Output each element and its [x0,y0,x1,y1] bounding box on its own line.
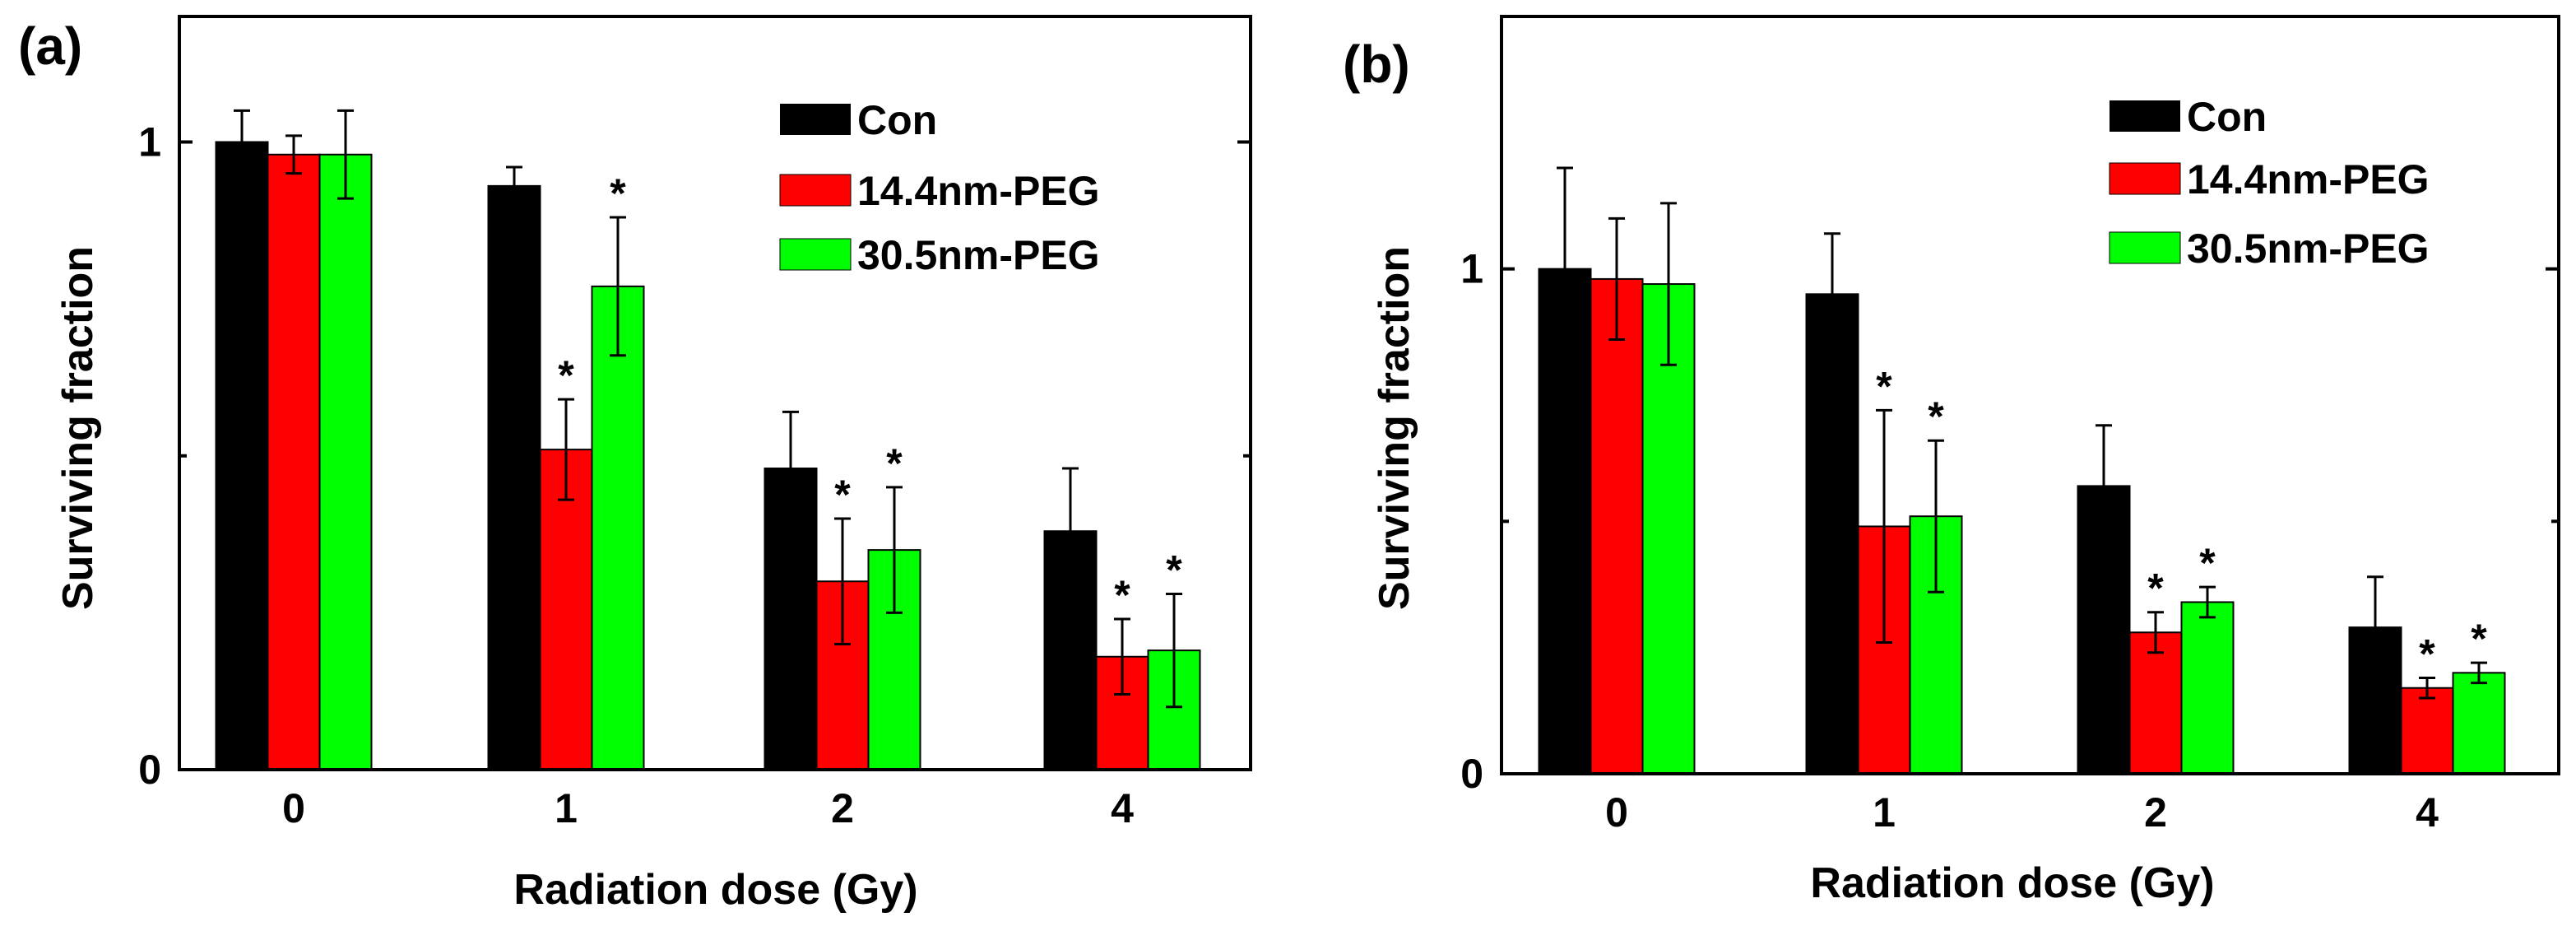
x-tick-label-a: 4 [1111,785,1134,831]
significance-star-b: * [2199,540,2216,586]
legend-label-14nm-a: 14.4nm-PEG [857,168,1100,214]
y-axis-title-a: Surviving fraction [54,246,102,610]
legend-label-30nm-b: 30.5nm-PEG [2187,226,2430,272]
x-tick-label-b: 2 [2144,789,2167,836]
x-tick-label-a: 0 [282,785,305,831]
panel-label-a: (a) [18,16,82,76]
significance-star-a: * [1166,547,1182,594]
significance-star-a: * [1114,572,1130,618]
legend-label-con-b: Con [2187,94,2267,140]
legend-swatch-14nm-b [2109,162,2181,195]
bar-a [215,141,269,770]
legend-swatch-con-a [780,104,851,135]
x-axis-title-b: Radiation dose (Gy) [1810,859,2214,907]
y-tick-label-a: 1 [138,119,161,165]
plot-frame-b [1500,15,2560,775]
bar-b [2400,687,2454,775]
legend-swatch-con-b [2110,100,2180,132]
legend-label-30nm-a: 30.5nm-PEG [857,232,1100,278]
x-tick-label-b: 1 [1873,789,1896,836]
x-tick-label-b: 0 [1605,789,1628,836]
legend-label-con-a: Con [857,97,937,143]
bar-b [2180,601,2235,775]
panel-label-b: (b) [1343,35,1410,94]
bar-b [2128,631,2183,775]
x-tick-label-b: 4 [2416,789,2439,836]
significance-star-a: * [886,440,903,486]
significance-star-a: * [558,352,574,398]
y-tick-label-b: 0 [1460,751,1483,797]
bar-a [318,153,373,770]
plot-area-a: 0 1 0 1 2 4 * * * * * * [138,15,1252,831]
x-tick-label-a: 1 [555,785,578,831]
bar-a [267,153,321,770]
bar-a [591,285,645,770]
x-tick-label-a: 2 [831,785,854,831]
plot-area-b: 0 1 0 1 2 4 * * * * * * [1460,15,2560,836]
significance-star-a: * [834,472,851,518]
significance-star-b: * [2419,631,2435,677]
significance-star-b: * [2147,566,2164,612]
bar-a [487,184,541,770]
chart-panel-b: (b) Surviving fraction Radiation dose (G… [1343,15,2560,907]
legend-swatch-30nm-a [779,238,852,271]
y-tick-label-b: 1 [1460,246,1483,292]
significance-star-a: * [610,170,626,216]
y-tick-label-a: 0 [138,747,161,793]
significance-star-b: * [1928,393,1944,440]
significance-star-b: * [1876,363,1892,409]
legend-swatch-30nm-b [2109,231,2181,264]
bar-b [2452,672,2506,775]
y-axis-title-b: Surviving fraction [1371,246,1418,610]
legend-label-14nm-b: 14.4nm-PEG [2187,156,2430,202]
significance-star-b: * [2471,616,2487,662]
x-axis-title-a: Radiation dose (Gy) [513,866,917,914]
legend-b: Con 14.4nm-PEG 30.5nm-PEG [2109,94,2430,272]
bar-b [1805,293,1859,775]
legend-a: Con 14.4nm-PEG 30.5nm-PEG [779,97,1100,278]
bar-b [1590,277,1644,775]
plot-frame-a [178,15,1252,771]
legend-swatch-14nm-a [779,174,852,207]
chart-panel-a: (a) Surviving fraction Radiation dose (G… [18,15,1252,914]
